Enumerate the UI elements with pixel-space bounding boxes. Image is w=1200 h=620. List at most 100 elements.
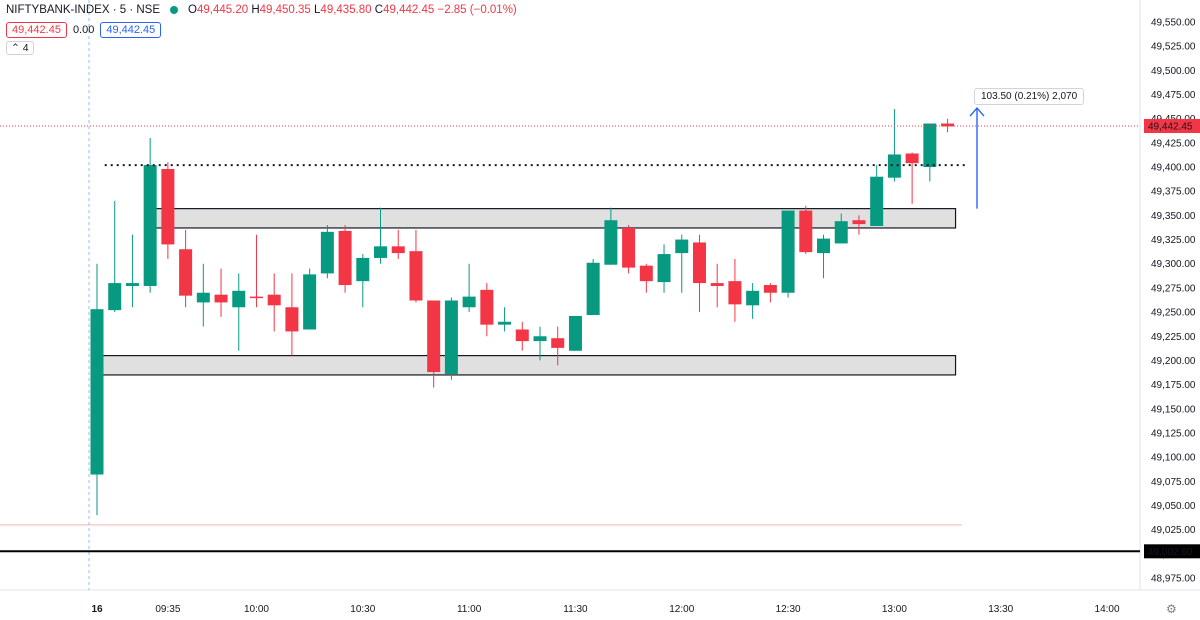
candle-body[interactable] — [763, 285, 777, 293]
candle-body[interactable] — [568, 315, 582, 351]
high-label: H — [251, 4, 260, 16]
candle-body[interactable] — [285, 307, 299, 332]
support-resistance-zone[interactable] — [92, 355, 957, 376]
y-tick-label: 49,525.00 — [1151, 42, 1196, 53]
candle-body[interactable] — [781, 210, 795, 293]
y-tick-label: 49,025.00 — [1151, 525, 1196, 536]
candle-body[interactable] — [728, 281, 742, 305]
candle-body[interactable] — [586, 262, 600, 315]
y-tick-label: 49,300.00 — [1151, 259, 1196, 270]
y-tick-label: 49,225.00 — [1151, 332, 1196, 343]
candle-body[interactable] — [923, 123, 937, 168]
candle-body[interactable] — [622, 227, 636, 268]
y-tick-label: 49,475.00 — [1151, 90, 1196, 101]
chevron-up-icon: ⌃ — [11, 42, 20, 54]
last-price-label-bg — [1144, 118, 1200, 133]
candle-body[interactable] — [870, 176, 884, 227]
overlay-layer: 49,002.60 49,442.45 — [0, 106, 1200, 559]
candle-body[interactable] — [852, 220, 866, 225]
arrow-head-icon — [969, 106, 985, 117]
candle-body[interactable] — [604, 220, 618, 265]
low-value: 49,435.80 — [320, 4, 372, 16]
candle-body[interactable] — [657, 254, 671, 283]
y-tick-label: 49,050.00 — [1151, 501, 1196, 512]
candle-body[interactable] — [143, 165, 157, 286]
candle-body[interactable] — [391, 246, 405, 254]
candle-body[interactable] — [303, 274, 317, 330]
legend-header: NIFTYBANK-INDEX · 5 · NSE O49,445.20 H49… — [0, 0, 1146, 20]
zones-layer — [92, 208, 957, 376]
gear-icon[interactable]: ⚙ — [1166, 602, 1177, 616]
indicators-collapse-button[interactable]: ⌃ 4 — [6, 41, 34, 55]
candle-body[interactable] — [249, 296, 263, 299]
candle-body[interactable] — [692, 242, 706, 284]
candle-body[interactable] — [887, 154, 901, 178]
y-tick-label: 49,200.00 — [1151, 356, 1196, 367]
candle-body[interactable] — [834, 221, 848, 244]
y-tick-label: 49,350.00 — [1151, 211, 1196, 222]
x-tick-label: 12:30 — [776, 604, 801, 615]
candle-body[interactable] — [639, 265, 653, 282]
candle-body[interactable] — [675, 239, 689, 254]
y-tick-label: 49,100.00 — [1151, 453, 1196, 464]
candle-body[interactable] — [108, 283, 122, 311]
ohlc-values: O49,445.20 H49,450.35 L49,435.80 C49,442… — [188, 4, 517, 16]
candle-body[interactable] — [267, 294, 281, 306]
candle-body[interactable] — [551, 338, 565, 348]
candle-body[interactable] — [817, 238, 831, 254]
open-label: O — [188, 4, 197, 16]
high-value: 49,450.35 — [259, 4, 311, 16]
time-axis[interactable]: 16 09:35 10:00 10:30 11:00 11:30 12:00 12:30 13:… — [91, 604, 1120, 615]
candle-body[interactable] — [498, 321, 512, 325]
candle-body[interactable] — [161, 168, 175, 245]
candle-body[interactable] — [444, 300, 458, 374]
x-tick-label: 14:00 — [1095, 604, 1120, 615]
x-tick-label: 12:00 — [669, 604, 694, 615]
x-tick-label: 13:30 — [988, 604, 1013, 615]
candle-body[interactable] — [179, 249, 193, 296]
y-tick-label: 49,500.00 — [1151, 66, 1196, 77]
y-tick-label: 49,125.00 — [1151, 428, 1196, 439]
candle-body[interactable] — [533, 336, 547, 342]
candle-body[interactable] — [374, 246, 388, 258]
candle-body[interactable] — [746, 290, 760, 306]
y-tick-label: 49,275.00 — [1151, 283, 1196, 294]
y-tick-label: 49,425.00 — [1151, 138, 1196, 149]
candle-body[interactable] — [427, 300, 441, 373]
y-tick-label: 49,375.00 — [1151, 187, 1196, 198]
candle-body[interactable] — [232, 290, 246, 308]
candle-body[interactable] — [462, 296, 476, 308]
candle-body[interactable] — [941, 123, 955, 127]
y-tick-label: 49,175.00 — [1151, 380, 1196, 391]
candle-body[interactable] — [90, 309, 104, 475]
x-tick-label: 11:00 — [457, 604, 482, 615]
close-label: C — [374, 4, 384, 16]
candle-body[interactable] — [515, 329, 529, 342]
candle-body[interactable] — [214, 294, 228, 303]
candle-body[interactable] — [320, 231, 334, 274]
candle-body[interactable] — [409, 251, 423, 301]
measure-label: 103.50 (0.21%) 2,070 — [974, 88, 1085, 105]
candle-body[interactable] — [338, 230, 352, 286]
candle-body[interactable] — [196, 292, 210, 303]
support-resistance-zone[interactable] — [145, 208, 957, 229]
x-tick-label: 16 — [91, 604, 103, 615]
y-tick-label: 49,325.00 — [1151, 235, 1196, 246]
candle-body[interactable] — [480, 289, 494, 325]
candle-body[interactable] — [356, 257, 370, 282]
candle-body[interactable] — [710, 283, 724, 286]
y-tick-label: 49,400.00 — [1151, 163, 1196, 174]
x-tick-label: 13:00 — [882, 604, 907, 615]
symbol-title[interactable]: NIFTYBANK-INDEX · 5 · NSE — [6, 4, 160, 16]
sell-button[interactable]: 49,442.45 — [6, 22, 67, 38]
candle-body[interactable] — [125, 283, 139, 286]
x-tick-label: 10:00 — [244, 604, 269, 615]
live-dot-icon — [170, 6, 178, 14]
candles-layer — [90, 109, 955, 516]
candle-body[interactable] — [905, 153, 919, 164]
x-tick-label: 09:35 — [155, 604, 180, 615]
support-line-label: 49,002.60 — [1148, 547, 1193, 558]
buy-button[interactable]: 49,442.45 — [100, 22, 162, 38]
candle-body[interactable] — [799, 210, 813, 253]
